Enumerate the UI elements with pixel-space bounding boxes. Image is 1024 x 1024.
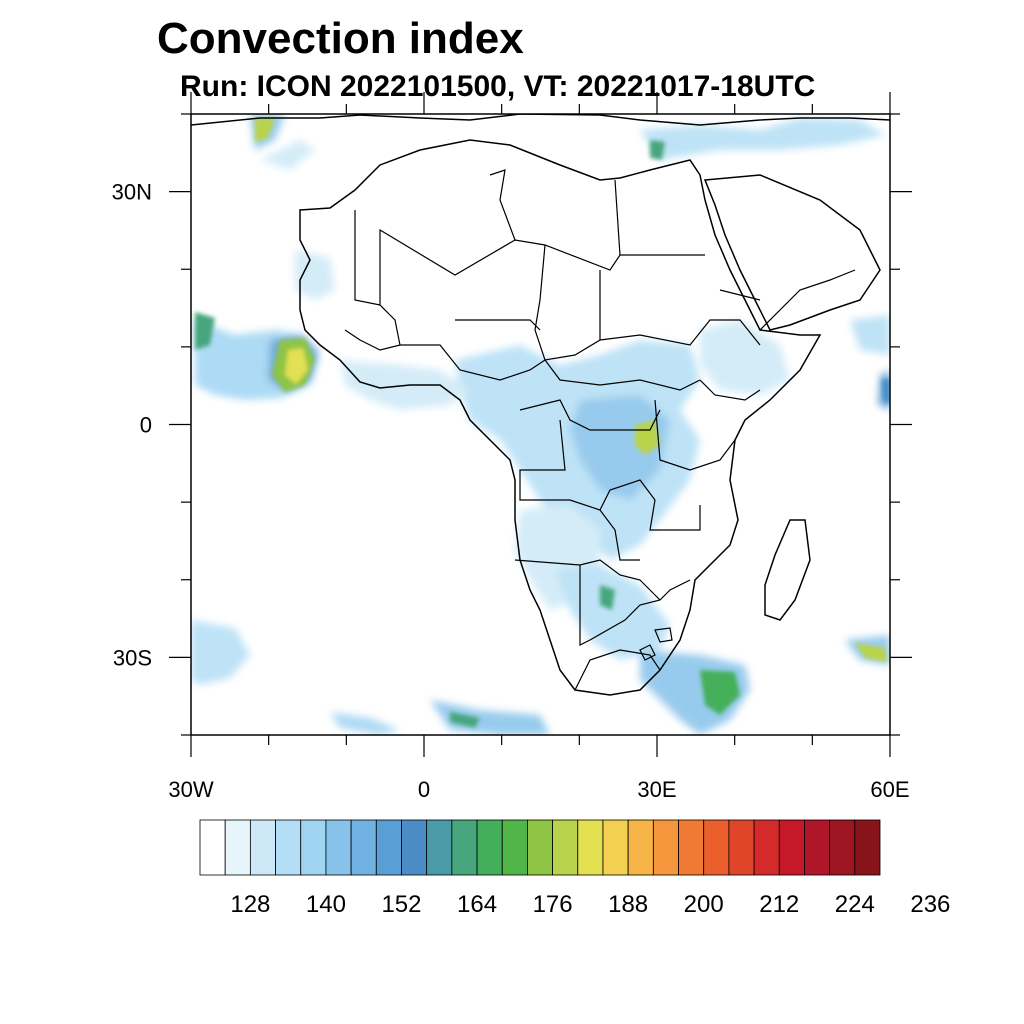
field-blob [191, 620, 250, 685]
country-borders [344, 169, 856, 691]
lon-tick-label: 30W [168, 777, 213, 802]
lat-tick-label: 30S [113, 645, 152, 670]
colorbar-box [350, 819, 377, 876]
border [639, 644, 656, 661]
colorbar-box [451, 819, 478, 876]
border [759, 269, 856, 331]
colorbar-box [375, 819, 402, 876]
colorbar-box [426, 819, 453, 876]
border [519, 419, 640, 561]
lon-tick-label: 0 [418, 777, 430, 802]
africa-coastline [299, 139, 822, 696]
field-core [450, 712, 480, 728]
colorbar-box [224, 819, 251, 876]
colorbar-tick-label: 176 [533, 891, 573, 918]
colorbar-box [652, 819, 679, 876]
border [654, 399, 736, 471]
field-core [285, 348, 308, 384]
colorbar-box [678, 819, 705, 876]
field-core [635, 420, 660, 455]
colorbar-box [501, 819, 528, 876]
field-blob [430, 700, 550, 735]
colorbar-box [577, 819, 604, 876]
field-core [700, 670, 740, 715]
field-blob [640, 118, 885, 160]
arabian-peninsula [703, 174, 881, 331]
border [599, 479, 701, 531]
border [519, 399, 661, 431]
lat-tick-label: 30N [112, 180, 152, 205]
border [544, 359, 701, 391]
colorbar-box [703, 819, 730, 876]
colorbar-tick-label: 200 [684, 891, 724, 918]
colorbar-box [552, 819, 579, 876]
lon-tick-label: 60E [870, 777, 909, 802]
colorbar-tick-label: 212 [759, 891, 799, 918]
colorbar-box [199, 819, 226, 876]
field-blob [700, 320, 790, 395]
border [574, 649, 661, 691]
border [654, 627, 673, 643]
field-blob [640, 650, 750, 735]
border [489, 169, 516, 241]
colorbar-tick-label: 164 [457, 891, 497, 918]
lat-tick-label: 0 [140, 413, 152, 438]
colorbar-box [476, 819, 503, 876]
border [514, 559, 661, 601]
colorbar-box [829, 819, 856, 876]
field-blob [850, 315, 890, 355]
colorbar-tick-label: 236 [910, 891, 950, 918]
colorbar-box [728, 819, 755, 876]
colorbar-box [602, 819, 629, 876]
colorbar-tick-label: 188 [608, 891, 648, 918]
map-subtitle: Run: ICON 2022101500, VT: 20221017-18UTC [180, 70, 816, 103]
convection-field [191, 114, 890, 735]
colorbar-box [804, 819, 831, 876]
madagascar [764, 519, 811, 621]
lon-tick-label: 30E [637, 777, 676, 802]
field-blob [570, 395, 670, 500]
field-blob [330, 712, 400, 735]
map-title: Convection index [157, 14, 524, 63]
colorbar-box [778, 819, 805, 876]
colorbar-box [325, 819, 352, 876]
colorbar-box [300, 819, 327, 876]
colorbar-box [401, 819, 428, 876]
colorbar-box [854, 819, 881, 876]
field-core [855, 643, 887, 662]
border [719, 289, 761, 301]
colorbar: 128 140 152 164 176 188 200 212 224 236 [199, 819, 950, 918]
border [614, 179, 621, 256]
colorbar-tick-label: 128 [230, 891, 270, 918]
colorbar-box [527, 819, 553, 876]
field-core [882, 378, 890, 405]
field-core [255, 118, 275, 142]
field-core [195, 312, 215, 350]
colorbar-box [275, 819, 302, 876]
field-blob [295, 250, 335, 300]
colorbar-box [627, 819, 654, 876]
field-blob [555, 565, 670, 660]
field-core [650, 140, 665, 160]
field-core [600, 585, 615, 610]
border [455, 319, 541, 331]
colorbar-tick-label: 224 [835, 891, 875, 918]
field-blob [260, 140, 315, 170]
colorbar-box [753, 819, 780, 876]
border [579, 565, 691, 646]
colorbar-tick-label: 140 [306, 891, 346, 918]
border [599, 319, 761, 346]
colorbar-tick-label: 152 [381, 891, 421, 918]
border [699, 379, 761, 401]
axis-ticks: 30W 0 30E 60E 30N 0 30S [112, 92, 912, 802]
border [400, 344, 546, 381]
border [354, 210, 705, 306]
colorbar-box [249, 819, 276, 876]
border [344, 304, 401, 351]
